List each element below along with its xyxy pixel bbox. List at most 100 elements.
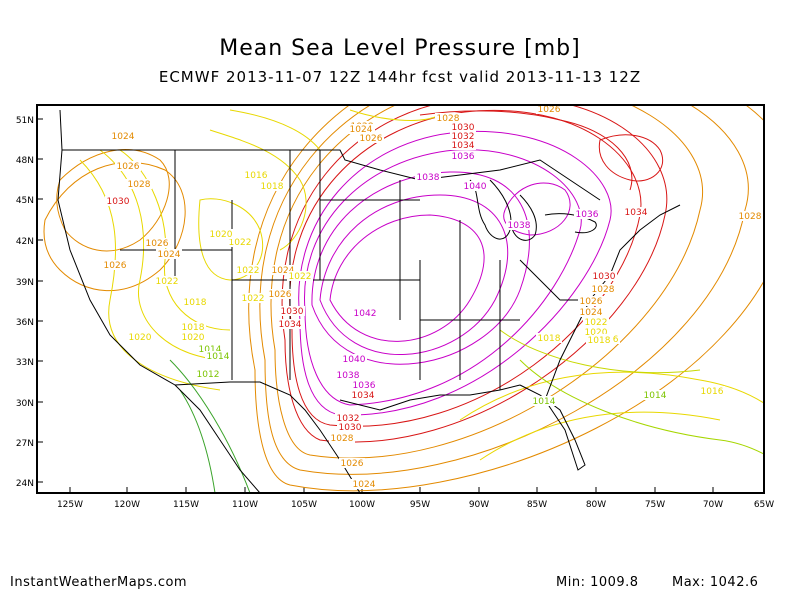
isobar-label-bg bbox=[144, 238, 170, 248]
isobar-line bbox=[598, 134, 664, 182]
isobar-label: 1014 bbox=[644, 391, 667, 401]
isobar-label-bg bbox=[227, 237, 253, 247]
isobar-label-bg bbox=[235, 265, 261, 275]
lon-label: 90W bbox=[469, 500, 489, 510]
isobar-line bbox=[329, 214, 485, 342]
map-subtitle: ECMWF 2013-11-07 12Z 144hr fcst valid 20… bbox=[158, 68, 642, 86]
lat-label: 39N bbox=[16, 278, 34, 288]
isobar-line bbox=[281, 105, 668, 443]
isobar-label: 1042 bbox=[354, 309, 377, 319]
isobar-label: 1022 bbox=[229, 238, 252, 248]
isobar-label: 1040 bbox=[464, 182, 487, 192]
isobar-label: 1030 bbox=[452, 123, 475, 133]
isobar-line bbox=[270, 105, 703, 459]
geo-outline bbox=[544, 213, 597, 234]
lat-label: 30N bbox=[16, 399, 34, 409]
isobar-label: 1018 bbox=[182, 323, 205, 333]
isobar-line bbox=[179, 389, 216, 493]
isobar-label: 1024 bbox=[158, 250, 181, 260]
isobar-label: 1018 bbox=[538, 334, 561, 344]
isobar-label-bg bbox=[208, 229, 234, 239]
isobar-label-bg bbox=[351, 479, 377, 489]
isobar-label-bg bbox=[352, 308, 378, 318]
isobar-label-bg bbox=[182, 297, 208, 307]
isobar-label-bg bbox=[351, 380, 377, 390]
isobar-label-bg bbox=[462, 181, 488, 191]
isobar-label-bg bbox=[335, 413, 361, 423]
isobar-label: 1026 bbox=[117, 162, 140, 172]
isobar-label: 1018 bbox=[261, 182, 284, 192]
isobar-label: 1022 bbox=[585, 318, 608, 328]
isobar-label-bg bbox=[105, 196, 131, 206]
isobar-label: 1026 bbox=[146, 239, 169, 249]
isobar-label-bg bbox=[240, 293, 266, 303]
isobar-label-bg bbox=[623, 207, 649, 217]
isobar-label: 1022 bbox=[237, 266, 260, 276]
isobar-label: 1026 bbox=[580, 297, 603, 307]
isobar-label: 1016 bbox=[701, 387, 724, 397]
lon-label: 75W bbox=[645, 500, 665, 510]
isobar-label-bg bbox=[126, 179, 152, 189]
isobar-label: 1014 bbox=[207, 352, 230, 362]
isobar-label-bg bbox=[583, 327, 609, 337]
isobar-label: 1030 bbox=[281, 307, 304, 317]
lat-label: 33N bbox=[16, 358, 34, 368]
isobar-line bbox=[298, 130, 612, 416]
isobar-label: 1020 bbox=[129, 333, 152, 343]
lon-label: 100W bbox=[349, 500, 375, 510]
geo-outline bbox=[519, 259, 590, 301]
lon-label: 70W bbox=[703, 500, 723, 510]
isobar-label-bg bbox=[267, 289, 293, 299]
lat-label: 36N bbox=[16, 318, 34, 328]
isobar-label-bg bbox=[450, 151, 476, 161]
isobar-label-bg bbox=[506, 220, 532, 230]
isobar-line bbox=[319, 194, 509, 356]
isobar-label: 1036 bbox=[353, 381, 376, 391]
isobar-label: 1038 bbox=[508, 221, 531, 231]
isobar-label: 1024 bbox=[112, 132, 135, 142]
isobar-line bbox=[419, 110, 633, 191]
isobar-label: 1034 bbox=[279, 320, 302, 330]
geo-outline bbox=[469, 179, 512, 240]
isobar-label: 1028 bbox=[331, 434, 354, 444]
lon-label: 120W bbox=[114, 500, 140, 510]
isobar-label-bg bbox=[591, 271, 617, 281]
isobar-label-bg bbox=[450, 131, 476, 141]
isobar-label: 1028 bbox=[592, 285, 615, 295]
isobar-label: 1018 bbox=[184, 298, 207, 308]
lon-label: 80W bbox=[586, 500, 606, 510]
lat-label: 27N bbox=[16, 439, 34, 449]
isobar-label-bg bbox=[583, 317, 609, 327]
isobar-label: 1016 bbox=[245, 171, 268, 181]
isobar-label-bg bbox=[197, 344, 223, 354]
isobar-label-bg bbox=[737, 211, 763, 221]
lat-label: 24N bbox=[16, 479, 34, 489]
geo-outline bbox=[419, 159, 601, 201]
isobar-label: 1024 bbox=[350, 125, 373, 135]
lon-label: 110W bbox=[232, 500, 258, 510]
isobar-label: 1024 bbox=[353, 480, 376, 490]
isobar-label-bg bbox=[337, 422, 363, 432]
isobar-line bbox=[499, 329, 701, 374]
isobar-label: 1018 bbox=[588, 336, 611, 346]
isobar-label-bg bbox=[348, 124, 374, 134]
isobar-label-bg bbox=[156, 249, 182, 259]
lon-label: 85W bbox=[527, 500, 547, 510]
isobar-label-bg bbox=[578, 307, 604, 317]
isobar-label: 1012 bbox=[197, 370, 220, 380]
isobar-label: 1038 bbox=[417, 173, 440, 183]
isobar-label: 1036 bbox=[576, 210, 599, 220]
isobar-label-bg bbox=[642, 390, 668, 400]
isobar-labels: 1028102610301032103410361026102810241026… bbox=[102, 105, 763, 490]
isobar-label: 1022 bbox=[242, 294, 265, 304]
isobar-label: 1020 bbox=[210, 230, 233, 240]
isobar-label: 1020 bbox=[585, 328, 608, 338]
isobar-label-bg bbox=[574, 209, 600, 219]
map-axes: 51N 48N 45N 42N 39N 36N 33N 30N 27N 24N 125W 120W 11… bbox=[16, 116, 774, 510]
isobar-label-bg bbox=[270, 265, 296, 275]
isobar-label: 1028 bbox=[128, 180, 151, 190]
isobar-label-bg bbox=[341, 354, 367, 364]
isobar-label-bg bbox=[578, 296, 604, 306]
isobar-line bbox=[209, 129, 307, 251]
isobar-label: 1038 bbox=[337, 371, 360, 381]
